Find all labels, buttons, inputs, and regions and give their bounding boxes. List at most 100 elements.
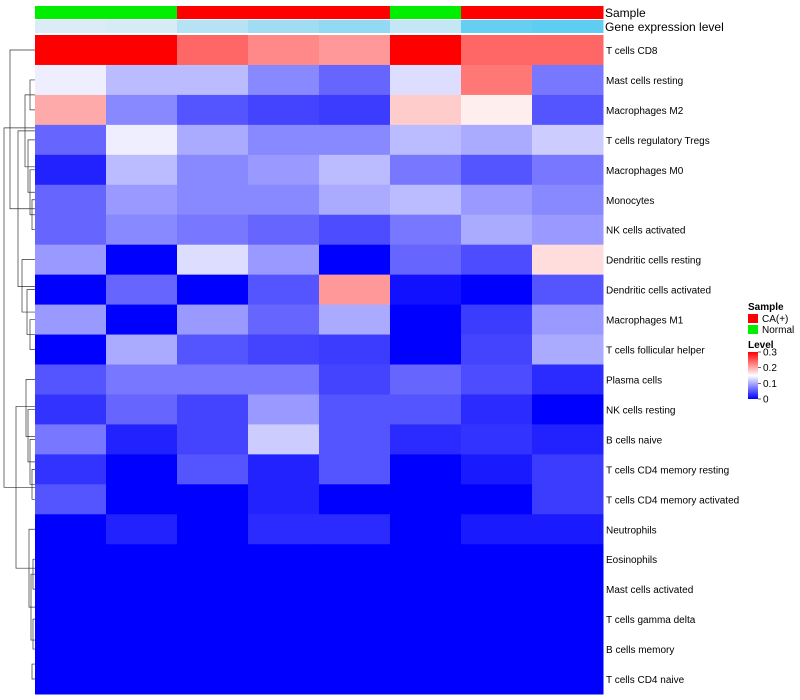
heatmap-cell	[35, 124, 107, 156]
heatmap-cell	[177, 35, 249, 66]
heatmap-cell	[461, 394, 533, 425]
heatmap-cell	[532, 124, 604, 156]
level-tick-label: 0.3	[763, 348, 777, 359]
heatmap-cell	[319, 94, 391, 126]
heatmap-cell	[35, 604, 107, 635]
sample-annotation-cell	[319, 6, 391, 19]
heatmap-cell	[461, 664, 533, 695]
heatmap-cell	[390, 304, 462, 336]
heatmap-cell	[106, 124, 178, 156]
heatmap-cell	[390, 634, 462, 665]
heatmap-cell	[106, 244, 178, 276]
row-labels: T cells CD8 Mast cells resting Macrophages…	[606, 46, 739, 686]
heatmap-cell	[461, 184, 533, 216]
heatmap-cell	[319, 124, 391, 156]
heatmap-cell	[248, 214, 320, 246]
heatmap-cell	[177, 604, 249, 635]
sample-track-label: Sample	[605, 6, 646, 20]
heatmap-cell	[461, 304, 533, 336]
heatmap-cell	[35, 454, 107, 485]
level-tick-label: 0	[763, 395, 769, 406]
heatmap-cell	[106, 35, 178, 66]
heatmap-cell	[532, 574, 604, 605]
heatmap-cell	[532, 64, 604, 96]
dendrogram-branch	[31, 663, 35, 680]
heatmap-cell	[390, 364, 462, 395]
heatmap-cell	[461, 424, 533, 455]
heatmap-cell	[390, 394, 462, 425]
row-label: Mast cells resting	[606, 76, 683, 87]
heatmap-cell	[248, 544, 320, 575]
expression-annotation-cell	[461, 20, 533, 33]
heatmap-cell	[319, 454, 391, 485]
heatmap-cell	[248, 394, 320, 425]
heatmap-cell	[248, 514, 320, 545]
heatmap-cell	[319, 334, 391, 365]
heatmap-cell	[248, 304, 320, 336]
row-label: T cells CD4 naive	[606, 675, 685, 686]
row-label: NK cells activated	[606, 226, 685, 237]
heatmap-cell	[319, 424, 391, 455]
heatmap-cell	[532, 364, 604, 395]
heatmap-cell	[248, 274, 320, 306]
row-label: T cells gamma delta	[606, 615, 696, 626]
heatmap-cell	[106, 64, 178, 96]
heatmap-cell	[319, 634, 391, 665]
row-label: B cells memory	[606, 645, 674, 656]
heatmap-cell	[177, 394, 249, 425]
heatmap-cell	[461, 574, 533, 605]
heatmap-cell	[461, 94, 533, 126]
expression-annotation-cell	[106, 20, 178, 33]
dendrogram-branch	[27, 139, 35, 193]
heatmap-cell	[390, 124, 462, 156]
heatmap-cell	[35, 214, 107, 246]
row-label: Monocytes	[606, 196, 654, 207]
row-label: Macrophages M0	[606, 166, 684, 177]
heatmap-cell	[106, 604, 178, 635]
sample-annotation-cell	[390, 6, 462, 19]
heatmap-cell	[532, 304, 604, 336]
level-colorbar	[748, 352, 758, 399]
heatmap-cell	[532, 244, 604, 276]
heatmap-cell	[177, 454, 249, 485]
row-dendrogram	[3, 49, 35, 680]
heatmap-cell	[177, 64, 249, 96]
row-label: T cells regulatory Tregs	[606, 136, 710, 147]
heatmap-cell	[177, 124, 249, 156]
heatmap-cell	[106, 304, 178, 336]
heatmap-cell	[319, 544, 391, 575]
heatmap-cell	[35, 274, 107, 306]
heatmap-cell	[248, 35, 320, 66]
heatmap-cell	[248, 484, 320, 515]
heatmap-cell	[390, 334, 462, 365]
sample-annotation-cell	[248, 6, 320, 19]
heatmap-cell	[319, 304, 391, 336]
heatmap-cell	[248, 154, 320, 186]
dendrogram-branch	[27, 409, 35, 463]
row-label: T cells follicular helper	[606, 346, 705, 357]
sample-legend-title: Sample	[748, 302, 784, 313]
heatmap-cell	[532, 634, 604, 665]
dendrogram-branch	[32, 618, 35, 650]
row-label: B cells naive	[606, 435, 663, 446]
heatmap-cell	[319, 604, 391, 635]
legend-swatch-normal	[748, 325, 758, 334]
heatmap-cell	[532, 154, 604, 186]
heatmap-cell	[319, 64, 391, 96]
heatmap-cell	[248, 424, 320, 455]
heatmap-cell	[106, 94, 178, 126]
heatmap-cell	[390, 484, 462, 515]
heatmap-cell	[35, 184, 107, 216]
heatmap-cell	[461, 634, 533, 665]
heatmap-cell	[532, 604, 604, 635]
heatmap-cell	[35, 574, 107, 605]
heatmap-cell	[106, 394, 178, 425]
row-label: Dendritic cells activated	[606, 286, 711, 297]
heatmap-cell	[177, 94, 249, 126]
heatmap-cell	[35, 304, 107, 336]
heatmap-cell	[248, 94, 320, 126]
row-label: Macrophages M1	[606, 316, 684, 327]
row-label: Eosinophils	[606, 555, 657, 566]
heatmap-cell	[248, 124, 320, 156]
heatmap-cell	[390, 664, 462, 695]
